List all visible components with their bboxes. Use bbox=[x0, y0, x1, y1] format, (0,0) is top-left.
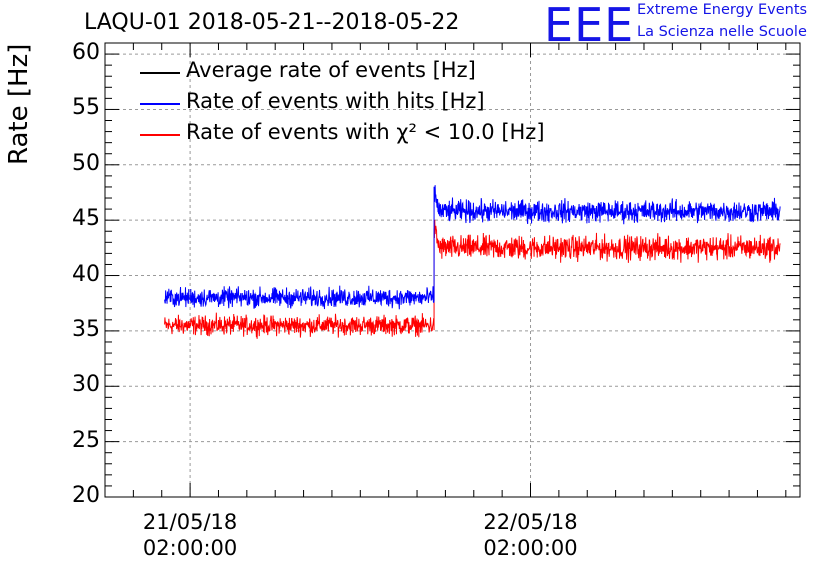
y-tick-label: 40 bbox=[72, 261, 100, 287]
eee-logo-mark: EEE bbox=[544, 0, 635, 52]
series-line-hits bbox=[164, 185, 781, 310]
legend-swatch-average bbox=[140, 72, 180, 74]
plot-frame bbox=[104, 42, 801, 498]
eee-logo-line1: Extreme Energy Events bbox=[637, 2, 808, 18]
x-tick-date: 21/05/18 bbox=[142, 510, 238, 534]
legend-label-chi2: Rate of events with χ² < 10.0 [Hz] bbox=[186, 120, 545, 144]
y-tick-label: 35 bbox=[72, 316, 100, 342]
y-tick-label: 20 bbox=[72, 483, 100, 508]
legend-label-hits: Rate of events with hits [Hz] bbox=[186, 89, 485, 113]
eee-logo-line2: La Scienza nelle Scuole bbox=[637, 24, 807, 40]
legend-swatch-hits bbox=[140, 103, 180, 105]
chart-title: LAQU-01 2018-05-21--2018-05-22 bbox=[84, 10, 460, 35]
y-tick-label: 45 bbox=[72, 206, 100, 232]
x-tick-label: 22/05/18 02:00:00 bbox=[451, 509, 611, 561]
y-tick-label: 50 bbox=[72, 150, 100, 176]
y-tick-label: 55 bbox=[72, 95, 100, 121]
legend-swatch-chi2 bbox=[140, 134, 180, 136]
y-tick-label: 25 bbox=[72, 427, 100, 453]
x-tick-label: 21/05/18 02:00:00 bbox=[110, 509, 270, 561]
series-line-chi2 bbox=[164, 219, 781, 339]
legend-label-average: Average rate of events [Hz] bbox=[186, 58, 476, 82]
x-tick-time: 02:00:00 bbox=[483, 536, 578, 560]
y-tick-label: 60 bbox=[72, 40, 100, 66]
x-tick-time: 02:00:00 bbox=[142, 536, 238, 560]
x-tick-date: 22/05/18 bbox=[483, 510, 578, 534]
y-axis-label: Rate [Hz] bbox=[4, 43, 34, 165]
y-tick-label: 30 bbox=[72, 372, 100, 398]
